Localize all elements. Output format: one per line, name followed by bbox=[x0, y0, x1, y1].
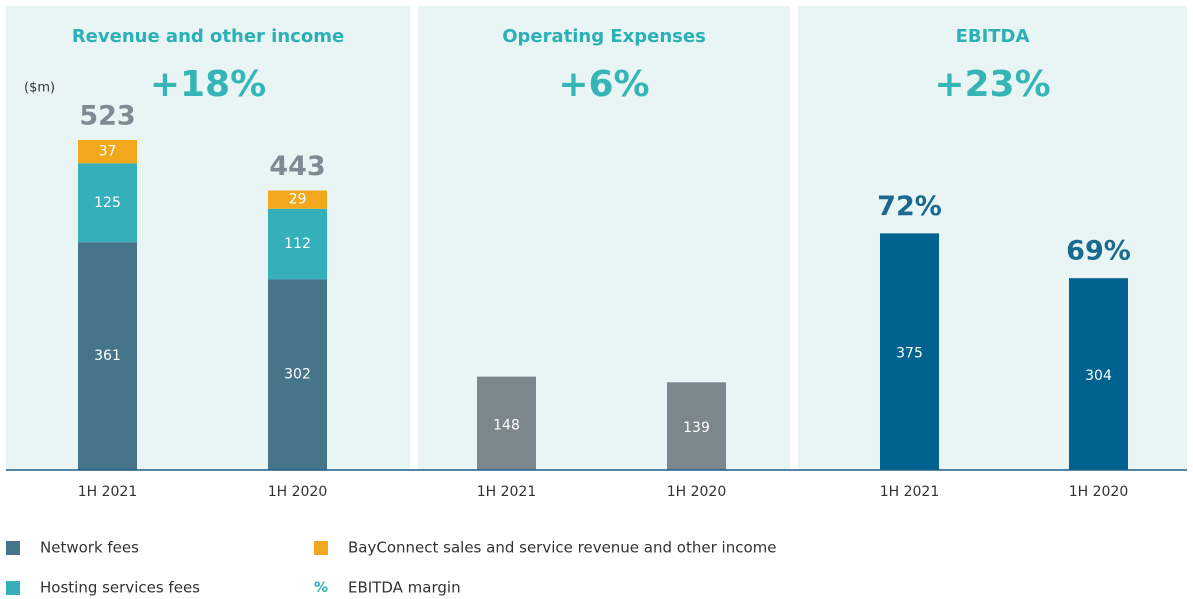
bar-segment bbox=[78, 139, 137, 164]
bar bbox=[477, 376, 536, 470]
bar-label: 304 bbox=[1085, 368, 1112, 384]
bar-label: 148 bbox=[493, 417, 520, 433]
x-tick-label: 1H 2020 bbox=[1069, 484, 1129, 500]
panel-title: Operating Expenses bbox=[502, 26, 706, 47]
legend-label: Hosting services fees bbox=[40, 579, 200, 597]
x-tick-label: 1H 2021 bbox=[477, 484, 537, 500]
bar bbox=[1069, 278, 1128, 470]
segment-label: 112 bbox=[284, 236, 311, 252]
bar-segment bbox=[78, 163, 137, 243]
segment-label: 29 bbox=[289, 192, 307, 208]
bar bbox=[667, 382, 726, 470]
total-label: 523 bbox=[79, 100, 135, 131]
legend-swatch bbox=[6, 581, 20, 595]
change-label: +23% bbox=[934, 64, 1050, 105]
legend-label: Network fees bbox=[40, 539, 139, 557]
panel-title: Revenue and other income bbox=[72, 26, 344, 47]
segment-label: 361 bbox=[94, 348, 121, 364]
margin-label: 72% bbox=[877, 191, 942, 222]
legend-label: EBITDA margin bbox=[348, 579, 461, 597]
segment-label: 302 bbox=[284, 367, 311, 383]
unit-label: ($m) bbox=[24, 81, 55, 96]
legend-symbol: % bbox=[314, 580, 328, 596]
bar-segment bbox=[268, 279, 327, 470]
margin-label: 69% bbox=[1066, 236, 1131, 267]
change-label: +18% bbox=[150, 64, 266, 105]
legend-swatch bbox=[6, 541, 20, 555]
panel-background bbox=[6, 6, 410, 470]
change-label: +6% bbox=[558, 64, 649, 105]
x-tick-label: 1H 2020 bbox=[667, 484, 727, 500]
legend-label: BayConnect sales and service revenue and… bbox=[348, 539, 776, 557]
x-tick-label: 1H 2020 bbox=[268, 484, 328, 500]
legend-swatch bbox=[314, 541, 328, 555]
segment-label: 37 bbox=[99, 144, 117, 160]
bar bbox=[880, 233, 939, 470]
bar-label: 139 bbox=[683, 420, 710, 436]
x-tick-label: 1H 2021 bbox=[78, 484, 138, 500]
bar-segment bbox=[268, 190, 327, 209]
bar-label: 375 bbox=[896, 346, 923, 362]
x-tick-label: 1H 2021 bbox=[880, 484, 940, 500]
total-label: 443 bbox=[269, 151, 325, 182]
panel-title: EBITDA bbox=[956, 26, 1030, 47]
bar-segment bbox=[268, 208, 327, 280]
segment-label: 125 bbox=[94, 195, 121, 211]
bar-segment bbox=[78, 242, 137, 470]
